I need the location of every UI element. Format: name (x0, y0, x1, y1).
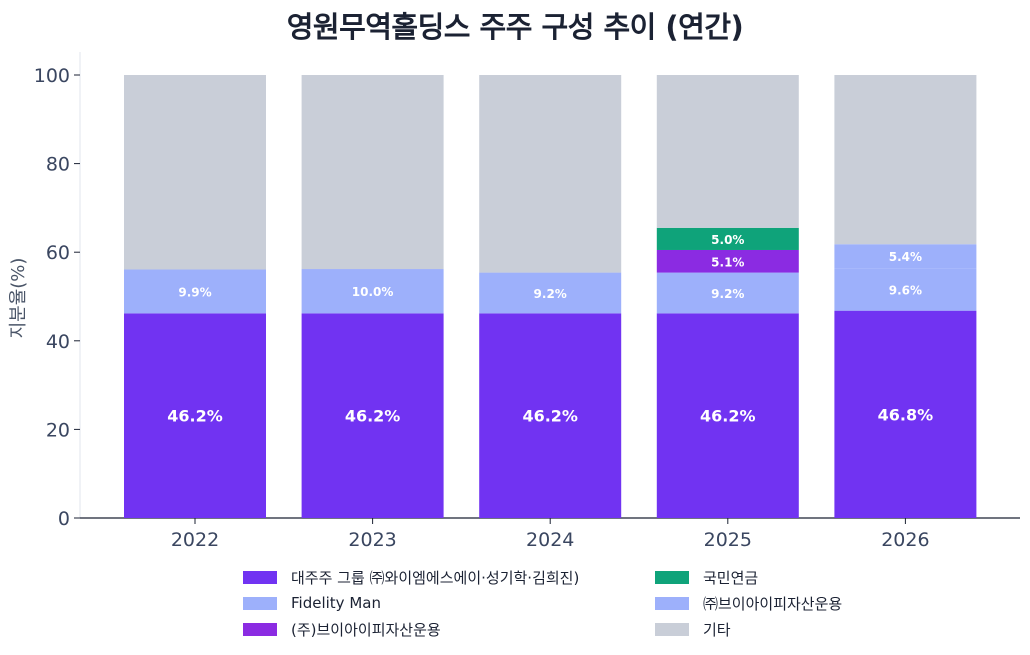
bar-segment (834, 75, 977, 245)
legend-swatch (243, 622, 277, 636)
y-tick-label: 100 (34, 65, 70, 87)
bar-segment (301, 75, 444, 270)
legend-swatch (655, 570, 689, 584)
legend-label: 기타 (703, 620, 731, 639)
x-tick-label: 2024 (526, 529, 574, 551)
bar-segment (479, 75, 622, 273)
legend-swatch (243, 570, 277, 584)
bar-segment (124, 75, 266, 270)
data-label: 5.1% (711, 255, 744, 269)
bar-segment (301, 313, 444, 518)
legend-label: 대주주 그룹 ㈜와이엠에스에이·성기학·김희진) (291, 568, 580, 587)
x-tick-label: 2022 (171, 529, 219, 551)
data-label: 10.0% (352, 285, 394, 299)
data-label: 46.2% (700, 407, 756, 426)
legend-swatch (655, 596, 689, 610)
legend-label: (주)브이아이피자산운용 (291, 620, 441, 639)
legend-label: 국민연금 (703, 568, 759, 587)
bar-segment (479, 313, 622, 518)
legend-swatch (655, 622, 689, 636)
data-label: 9.2% (711, 287, 744, 301)
bar-segment (656, 272, 799, 314)
bar-segment (656, 227, 799, 250)
legend-item: 기타 (655, 618, 731, 640)
legend-item: (주)브이아이피자산운용 (243, 618, 441, 640)
data-label: 46.2% (522, 407, 578, 426)
y-tick-label: 60 (46, 242, 70, 264)
bar-segment (301, 269, 444, 314)
data-label: 9.9% (178, 285, 211, 299)
data-label: 5.4% (889, 250, 922, 264)
bar-segment (124, 313, 266, 518)
legend-label: ㈜브이아이피자산운용 (703, 594, 843, 613)
y-tick-label: 80 (46, 154, 70, 176)
legend: 대주주 그룹 ㈜와이엠에스에이·성기학·김희진) Fidelity Man (주)브… (243, 566, 883, 646)
y-tick-label: 40 (46, 331, 70, 353)
data-label: 46.2% (167, 407, 223, 426)
legend-item: 대주주 그룹 ㈜와이엠에스에이·성기학·김희진) (243, 566, 579, 588)
legend-item: ㈜브이아이피자산운용 (655, 592, 842, 614)
bar-segment (834, 268, 977, 311)
x-tick-label: 2023 (348, 529, 396, 551)
y-tick-label: 0 (58, 508, 70, 530)
data-label: 46.8% (878, 405, 934, 424)
bar-segment (656, 249, 799, 273)
data-label: 9.6% (889, 283, 922, 297)
y-tick-label: 20 (46, 419, 70, 441)
data-label: 46.2% (345, 407, 401, 426)
legend-swatch (243, 596, 277, 610)
bar-segment (479, 272, 622, 314)
bar-segment (656, 313, 799, 518)
bar-segment (834, 310, 977, 518)
chart-title: 영원무역홀딩스 주주 구성 추이 (연간) (286, 10, 744, 44)
legend-label: Fidelity Man (291, 594, 381, 612)
bar-segment (834, 244, 977, 269)
x-tick-label: 2026 (881, 529, 929, 551)
x-tick-label: 2025 (704, 529, 752, 551)
legend-item: Fidelity Man (243, 592, 381, 614)
bar-segment (656, 75, 799, 228)
bar-segment (124, 269, 266, 314)
stacked-bar-chart: 0 20 40 60 80 100 46.2% 9.9% 2022 46.2% 10.0% 2023 4… (34, 52, 1020, 551)
data-label: 9.2% (534, 287, 567, 301)
data-label: 5.0% (711, 233, 744, 247)
legend-item: 국민연금 (655, 566, 758, 588)
